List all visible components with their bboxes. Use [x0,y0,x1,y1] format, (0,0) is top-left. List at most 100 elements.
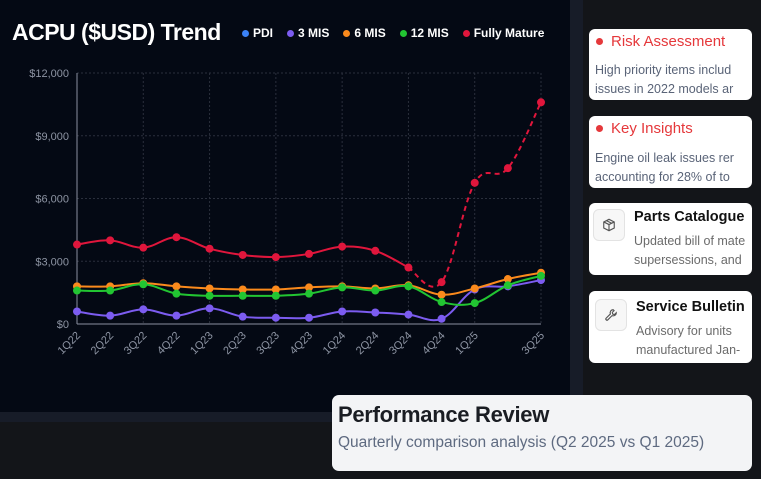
legend-item-6-mis[interactable]: 6 MIS [343,26,386,40]
data-point-3-mis [172,311,181,320]
x-tick-label: 1Q25 [453,330,481,358]
alert-dot-icon [596,38,603,45]
x-tick-label: 3Q22 [122,330,150,358]
x-tick-label: 4Q24 [420,330,448,358]
data-point-6-mis [305,283,313,292]
performance-title: Performance Review [338,402,550,427]
card-title: Risk Assessment [611,33,726,50]
x-tick-label: 2Q22 [89,330,117,358]
risk-assessment-card[interactable]: Risk Assessment High priority items incl… [589,29,752,100]
x-tick-label: 2Q23 [221,330,249,358]
card-title: Parts Catalogue [634,209,745,225]
data-point-6-mis [271,285,280,294]
legend-label: PDI [253,26,274,40]
data-point-12-mis [139,280,148,289]
service-bulletin-card[interactable]: Service Bulletin Advisory for units manuf… [589,291,752,363]
legend-label: 6 MIS [354,26,386,40]
parts-catalogue-card[interactable]: Parts Catalogue Updated bill of mate supe… [589,203,752,275]
y-tick-label: $9,000 [35,131,69,143]
data-point-6-mis [437,290,446,299]
alert-dot-icon [596,125,603,132]
data-point-3-mis [73,307,81,316]
data-point-12-mis [106,286,115,295]
card-line: accounting for 28% of to [595,170,730,184]
data-point-3-mis [139,305,148,314]
data-point-12-mis [437,298,446,307]
x-tick-label: 4Q22 [155,330,183,358]
x-tick-label: 4Q23 [288,330,316,358]
data-point-3-mis [205,304,214,313]
card-line: Engine oil leak issues rer [595,151,734,165]
y-tick-label: $6,000 [35,194,69,206]
data-point-3-mis [305,313,313,322]
wrench-icon [595,299,627,331]
card-line: manufactured Jan- [636,343,741,357]
data-point-12-mis [503,281,512,290]
performance-review-card[interactable]: Performance Review Quarterly comparison … [332,395,752,471]
panel-bottom-border [0,412,583,422]
chart-title: ACPU ($USD) Trend [12,19,221,45]
x-tick-label: 1Q22 [56,330,84,358]
data-point-3-mis [106,311,115,320]
card-line: High priority items includ [595,63,732,77]
data-point-fully-mature [537,98,545,107]
card-line: Advisory for units [636,324,732,338]
x-tick-label: 1Q24 [321,330,349,358]
legend-item-12-mis[interactable]: 12 MIS [399,26,449,40]
data-point-3-mis [271,313,280,322]
data-point-12-mis [205,291,214,300]
legend-label: Fully Mature [473,26,545,40]
data-point-12-mis [238,291,247,300]
x-tick-label: 2Q24 [354,330,382,358]
data-point-6-mis [470,284,479,293]
data-point-12-mis [271,291,280,300]
data-point-6-mis [238,285,247,294]
data-point-12-mis [404,282,413,291]
data-point-fully-mature [73,240,81,249]
data-point-12-mis [338,283,347,292]
legend-label: 3 MIS [298,26,330,40]
data-point-3-mis [338,307,347,316]
data-point-12-mis [305,289,313,298]
legend-item-pdi[interactable]: PDI [242,26,273,40]
data-point-3-mis [437,314,446,323]
y-tick-label: $0 [57,319,69,331]
y-tick-label: $12,000 [29,68,69,80]
data-point-6-mis [503,275,512,284]
data-point-12-mis [470,299,479,308]
y-tick-label: $3,000 [35,256,69,268]
card-line: supersessions, and [634,253,742,267]
legend-dot-icon [343,29,351,37]
data-point-3-mis [404,310,413,319]
card-title: Service Bulletin [636,299,745,315]
data-point-fully-mature [437,278,446,287]
legend-dot-icon [462,29,470,37]
card-title: Key Insights [611,120,693,137]
legend-label: 12 MIS [410,26,449,40]
data-point-12-mis [172,289,181,298]
data-point-fully-mature [271,253,280,262]
data-point-fully-mature [470,178,479,187]
performance-subtitle: Quarterly comparison analysis (Q2 2025 v… [338,434,705,451]
data-point-fully-mature [238,250,247,259]
data-point-12-mis [73,286,81,295]
x-tick-label: 1Q23 [188,330,216,358]
data-point-fully-mature [205,244,214,253]
legend-item-fully-mature[interactable]: Fully Mature [462,26,545,40]
key-insights-card[interactable]: Key Insights Engine oil leak issues rer a… [589,116,752,188]
data-point-fully-mature [371,246,380,255]
x-tick-label: 3Q25 [520,330,548,358]
chart-legend: PDI 3 MIS 6 MIS 12 MIS Fully Mature [242,26,544,40]
data-point-fully-mature [172,233,181,242]
panel-divider [570,0,583,412]
data-point-fully-mature [139,243,148,252]
data-point-12-mis [537,271,545,280]
data-point-6-mis [205,284,214,293]
data-point-fully-mature [338,242,347,251]
box-icon [593,209,625,241]
data-point-fully-mature [106,236,115,245]
x-tick-label: 3Q24 [387,330,415,358]
data-point-12-mis [371,286,380,295]
legend-item-3-mis[interactable]: 3 MIS [287,26,329,40]
